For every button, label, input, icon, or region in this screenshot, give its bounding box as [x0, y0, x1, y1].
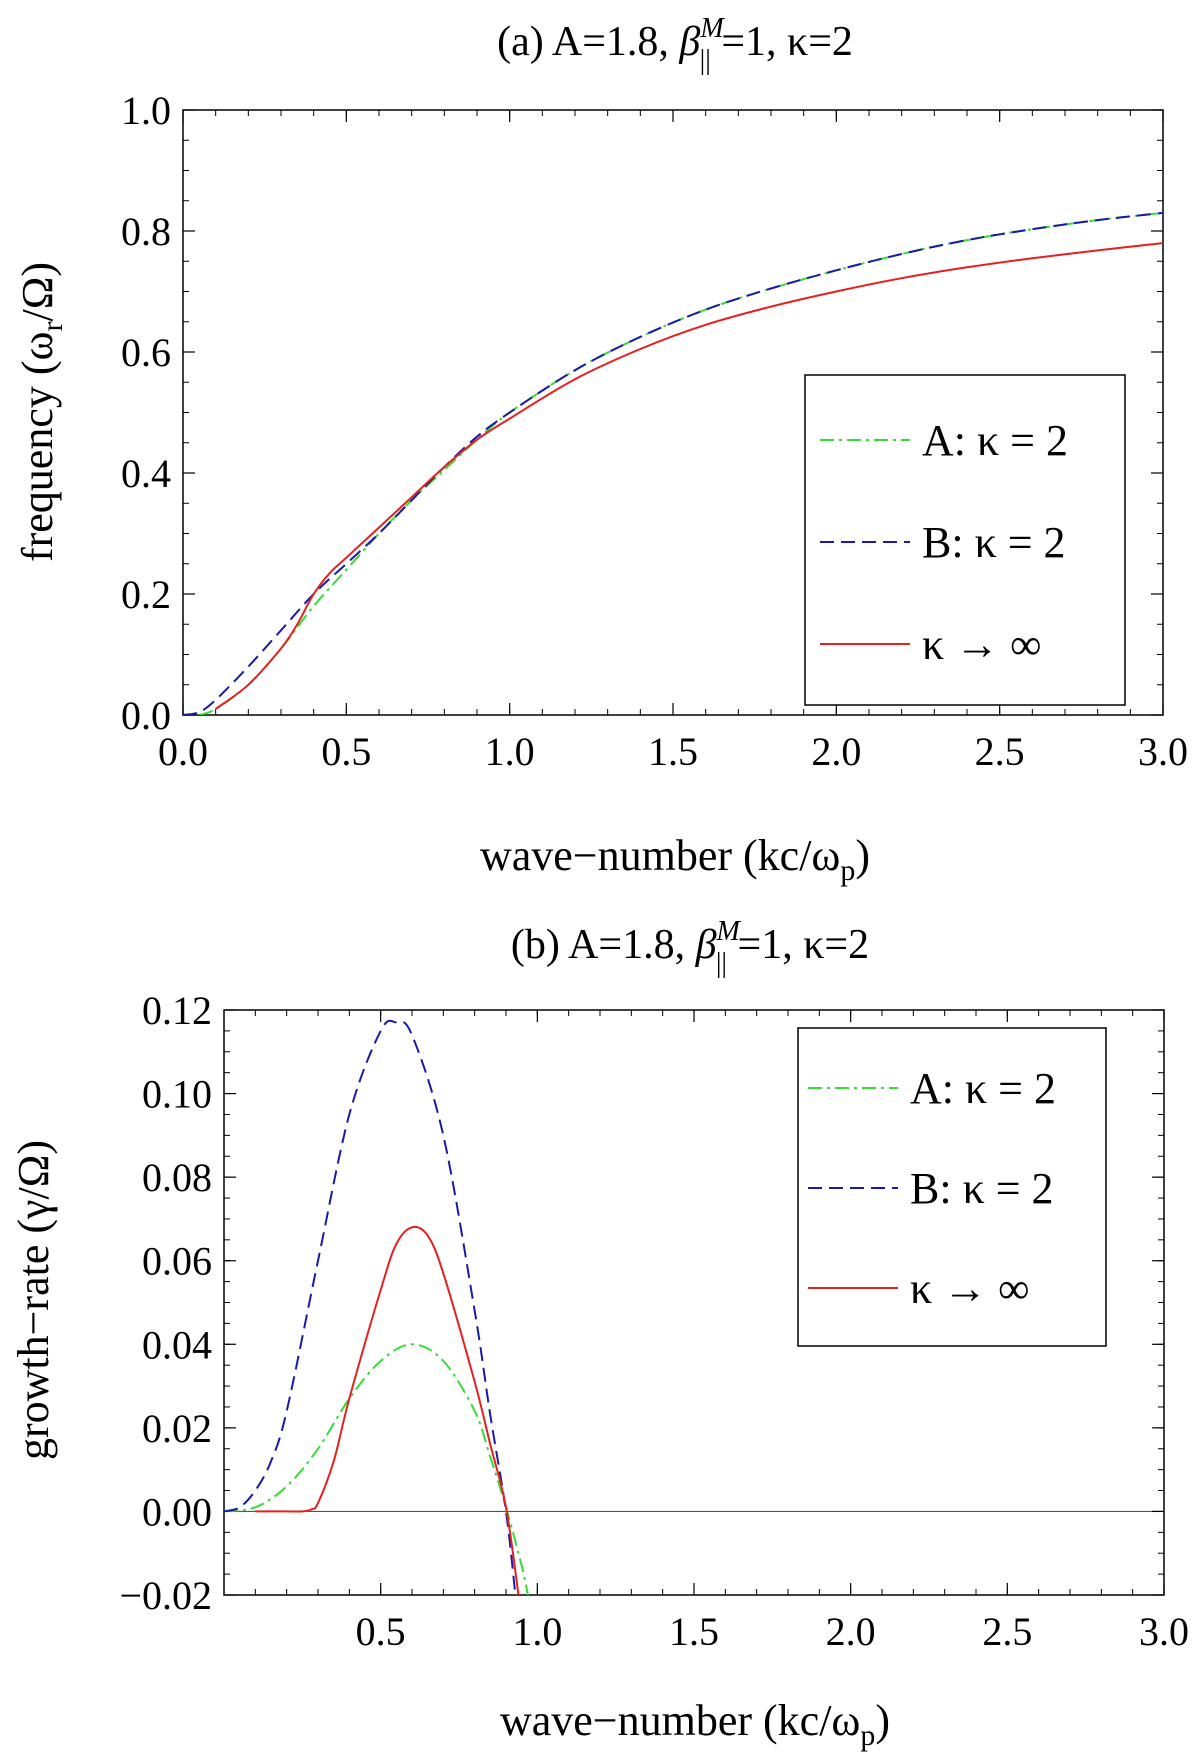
- x-tick-label: 3.0: [1139, 1609, 1189, 1654]
- series-line-b: [224, 1019, 517, 1595]
- y-tick-label: 0.8: [121, 209, 171, 254]
- panel-a-legend-label-inf: κ → ∞: [922, 620, 1042, 669]
- panel-a-legend-label-a: A: κ = 2: [922, 416, 1068, 465]
- x-tick-label: 1.0: [512, 1609, 562, 1654]
- series-line-a: [224, 1343, 529, 1595]
- y-tick-label: 0.08: [142, 1155, 212, 1200]
- x-tick-label: 0.0: [158, 729, 208, 774]
- panel-b-growth-rate-chart: (b) A=1.8, βM || =1, κ=2 0.5 1.0 1.5 2.0 2.5 3…: [9, 916, 1189, 1752]
- panel-a-frequency-chart: (a) A=1.8, βM || =1, κ=2 0.0 0.5 1.0 1.5 2.0 2…: [13, 13, 1188, 887]
- panel-b-title: (b) A=1.8, βM || =1, κ=2: [511, 916, 869, 979]
- panel-a-legend-box: [804, 374, 1126, 706]
- panel-b-x-ticks: 0.5 1.0 1.5 2.0 2.5 3.0: [223, 1010, 1189, 1654]
- x-tick-label: 0.5: [356, 1609, 406, 1654]
- y-tick-label: 0.0: [121, 693, 171, 738]
- panel-b-legend: A: κ = 2 B: κ = 2 κ → ∞: [797, 1027, 1107, 1347]
- y-tick-label: 0.00: [142, 1489, 212, 1534]
- panel-b-series: [224, 1019, 529, 1595]
- x-tick-label: 2.0: [811, 729, 861, 774]
- series-line-inf: [215, 242, 1163, 710]
- y-tick-label: 0.02: [142, 1406, 212, 1451]
- panel-a-legend-label-b: B: κ = 2: [922, 518, 1066, 567]
- y-tick-label: 0.06: [142, 1239, 212, 1284]
- x-tick-label: 2.0: [826, 1609, 876, 1654]
- panel-a-series: [183, 211, 1163, 715]
- panel-a-x-axis-label: wave−number (kc/ωp): [480, 831, 870, 887]
- panel-b-x-axis-label: wave−number (kc/ωp): [500, 1696, 890, 1752]
- x-tick-label: 2.5: [982, 1609, 1032, 1654]
- x-tick-label: 2.5: [975, 729, 1025, 774]
- panel-a-y-ticks: 0.0 0.2 0.4 0.6 0.8 1.0: [121, 88, 1163, 738]
- y-tick-label: −0.02: [119, 1573, 212, 1618]
- x-tick-label: 0.5: [321, 729, 371, 774]
- panel-b-legend-label-inf: κ → ∞: [910, 1264, 1030, 1313]
- panel-b-legend-box: [797, 1027, 1107, 1347]
- series-line-inf: [255, 1225, 520, 1595]
- y-tick-label: 0.10: [142, 1072, 212, 1117]
- series-line-b: [183, 211, 1163, 715]
- panel-a-title: (a) A=1.8, βM || =1, κ=2: [497, 13, 853, 76]
- y-tick-label: 1.0: [121, 88, 171, 133]
- y-tick-label: 0.2: [121, 572, 171, 617]
- x-tick-label: 1.5: [648, 729, 698, 774]
- x-tick-label: 3.0: [1138, 729, 1188, 774]
- panel-b-y-ticks: −0.02 0.00 0.02 0.04 0.06 0.08 0.10 0.12: [119, 988, 1164, 1618]
- panel-b-legend-label-b: B: κ = 2: [910, 1164, 1054, 1213]
- panel-b-y-axis-label: growth−rate (γ/Ω): [9, 1140, 58, 1460]
- y-tick-label: 0.04: [142, 1322, 212, 1367]
- y-tick-label: 0.6: [121, 330, 171, 375]
- panel-a-legend: A: κ = 2 B: κ = 2 κ → ∞: [804, 374, 1126, 706]
- panel-b-legend-label-a: A: κ = 2: [910, 1064, 1056, 1113]
- panel-a-y-axis-label: frequency (ωr/Ω): [13, 262, 69, 562]
- y-tick-label: 0.4: [121, 451, 171, 496]
- x-tick-label: 1.5: [669, 1609, 719, 1654]
- panel-a-x-ticks: 0.0 0.5 1.0 1.5 2.0 2.5 3.0: [158, 110, 1188, 774]
- y-tick-label: 0.12: [142, 988, 212, 1033]
- x-tick-label: 1.0: [485, 729, 535, 774]
